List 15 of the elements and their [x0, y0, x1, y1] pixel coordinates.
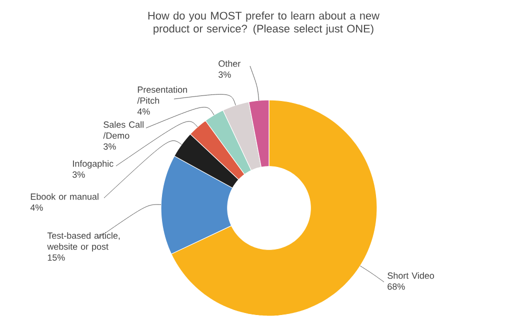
data-label: 3%	[104, 143, 116, 150]
slice-label: Test-based article, website or post	[47, 232, 120, 252]
data-label: 4%	[137, 108, 150, 115]
data-label: 15%	[48, 254, 65, 261]
data-label: 3%	[72, 171, 85, 178]
slice-label: Sales Call /Demo	[103, 121, 144, 139]
slice-label: Ebook or manual	[30, 193, 98, 200]
slice-label: Other	[218, 60, 240, 67]
slice-label: Short Video	[388, 272, 434, 279]
data-label: 68%	[388, 283, 405, 290]
chart-title: How do you MOST prefer to learn about a new product or service? (Please select just ONE)	[148, 12, 380, 35]
slice-label: Presentation /Pitch	[137, 86, 187, 104]
data-label: 3%	[218, 71, 231, 78]
data-label: 4%	[30, 204, 43, 211]
slice-label: Infogaphic	[73, 160, 114, 169]
